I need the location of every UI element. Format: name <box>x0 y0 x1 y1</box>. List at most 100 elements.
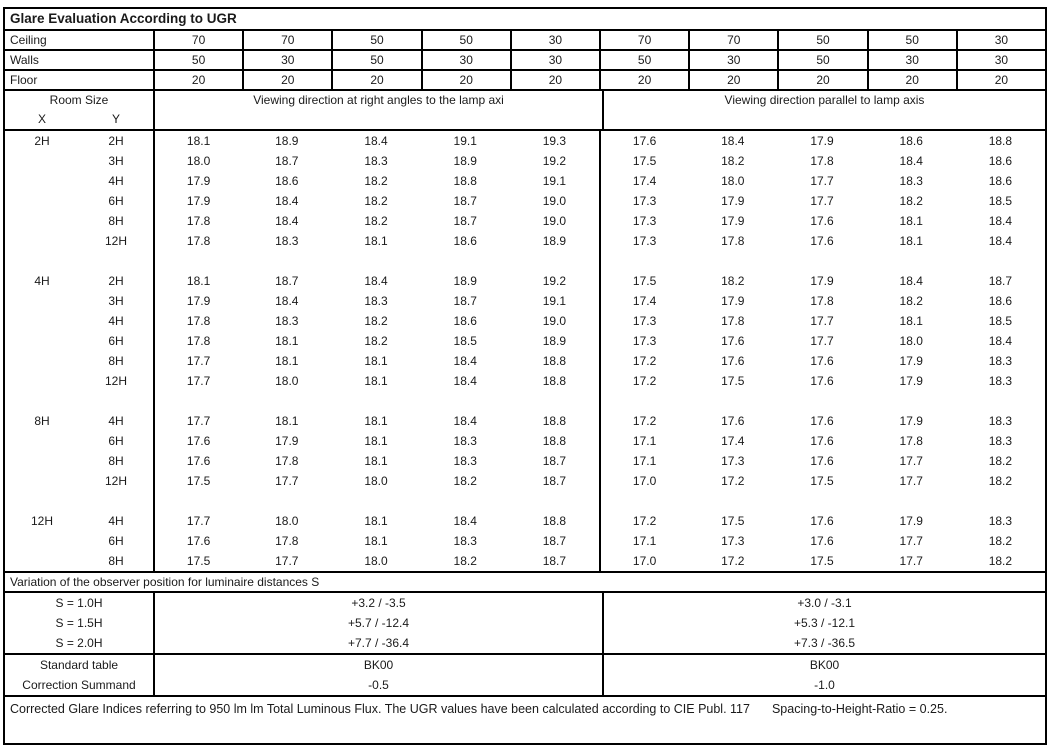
ugr-row: 8H 17.8 18.4 18.2 18.7 19.0 17.3 17.9 17.6 18.1 18… <box>5 211 1045 231</box>
ugr-value: 18.0 <box>275 374 299 388</box>
surface-value: 20 <box>420 71 510 89</box>
ugr-value: 18.4 <box>453 414 477 428</box>
variation-heading-row: Variation of the observer position for l… <box>5 573 1045 593</box>
ugr-value: 17.1 <box>598 431 688 451</box>
room-y-value: 12H <box>104 374 127 388</box>
spacer-cell <box>5 251 79 271</box>
ugr-row: 8H 17.5 17.7 18.0 18.2 18.7 17.0 17.2 17.5 17.7 18… <box>5 551 1045 571</box>
room-y-value: 12H <box>104 234 127 248</box>
room-x-value <box>5 171 79 191</box>
variation-label: S = 1.5H <box>55 616 103 630</box>
ugr-value: 18.4 <box>453 354 477 368</box>
ugr-value: 17.0 <box>598 471 688 491</box>
room-x-value <box>5 211 79 231</box>
room-x-value <box>5 451 79 471</box>
surface-value: 30 <box>688 51 777 69</box>
ugr-value: 17.2 <box>598 371 688 391</box>
surface-label: Floor <box>10 73 38 87</box>
room-y-value: 4H <box>108 174 124 188</box>
ugr-value: 18.8 <box>542 374 567 388</box>
ugr-value: 18.0 <box>899 334 923 348</box>
room-x-value <box>5 471 79 491</box>
ugr-value: 17.6 <box>810 434 834 448</box>
ugr-value: 18.4 <box>988 214 1013 228</box>
ugr-value: 17.2 <box>598 351 688 371</box>
ugr-value: 17.7 <box>810 194 834 208</box>
surface-value: 50 <box>777 51 866 69</box>
ugr-value: 17.6 <box>810 234 834 248</box>
ugr-value: 18.4 <box>275 294 299 308</box>
ugr-value: 19.1 <box>453 134 477 148</box>
ugr-value: 18.0 <box>364 554 388 568</box>
room-x-value <box>5 231 79 251</box>
ugr-value: 17.3 <box>598 211 688 231</box>
ugr-row: 6H 17.8 18.1 18.2 18.5 18.9 17.3 17.6 17.7 18.0 18… <box>5 331 1045 351</box>
ugr-value: 17.9 <box>810 274 834 288</box>
ugr-value: 18.1 <box>364 534 388 548</box>
variation-right-value: +7.3 / -36.5 <box>602 633 1045 653</box>
surface-value: 20 <box>866 71 956 89</box>
ugr-value: 18.7 <box>453 294 477 308</box>
ugr-value: 17.9 <box>153 171 242 191</box>
ugr-value: 17.6 <box>153 451 242 471</box>
spacer-cell <box>598 491 688 511</box>
ugr-value: 17.9 <box>899 414 923 428</box>
ugr-value: 18.3 <box>988 374 1013 388</box>
ugr-value: 17.6 <box>810 514 834 528</box>
variation-row: S = 2.0H +7.7 / -36.4 +7.3 / -36.5 <box>5 633 1045 653</box>
summary-row: Standard table BK00 BK00 <box>5 655 1045 675</box>
ugr-value: 18.1 <box>275 334 299 348</box>
ugr-value: 17.2 <box>598 411 688 431</box>
room-y-value: 8H <box>108 354 124 368</box>
spacer-cell <box>867 491 956 511</box>
ugr-row: 3H 17.9 18.4 18.3 18.7 19.1 17.4 17.9 17.8 18.2 18… <box>5 291 1045 311</box>
ugr-value: 17.8 <box>899 434 923 448</box>
ugr-row: 12H 4H 17.7 18.0 18.1 18.4 18.8 17.2 17.5 17.6 17.… <box>5 511 1045 531</box>
ugr-value: 18.1 <box>275 354 299 368</box>
ugr-value: 17.9 <box>721 194 745 208</box>
ugr-row: 8H 17.7 18.1 18.1 18.4 18.8 17.2 17.6 17.6 17.9 18… <box>5 351 1045 371</box>
summary-label: Correction Summand <box>22 678 136 692</box>
ugr-row: 4H 17.8 18.3 18.2 18.6 19.0 17.3 17.8 17.7 18.1 18… <box>5 311 1045 331</box>
ugr-value: 17.6 <box>721 354 745 368</box>
x-axis-label: X <box>37 112 46 126</box>
ugr-value: 17.7 <box>153 511 242 531</box>
ugr-value: 17.6 <box>810 214 834 228</box>
ugr-value: 19.1 <box>542 294 567 308</box>
ugr-value: 17.5 <box>721 374 745 388</box>
ugr-value: 18.3 <box>453 454 477 468</box>
ugr-value: 17.5 <box>810 474 834 488</box>
ugr-value: 18.0 <box>721 174 745 188</box>
surface-value: 50 <box>331 51 420 69</box>
ugr-value: 18.5 <box>988 194 1013 208</box>
ugr-value: 17.9 <box>899 354 923 368</box>
ugr-value: 17.4 <box>721 434 745 448</box>
spacer-row <box>5 491 1045 511</box>
ugr-value: 17.3 <box>721 534 745 548</box>
ugr-value: 18.0 <box>364 474 388 488</box>
room-x-value <box>5 551 79 571</box>
ugr-value: 18.2 <box>988 454 1013 468</box>
spacer-cell <box>242 491 331 511</box>
viewing-direction-right-angles-header: Viewing direction at right angles to the… <box>153 91 602 129</box>
surface-value: 50 <box>420 31 510 49</box>
ugr-value: 18.6 <box>453 234 477 248</box>
surface-value: 70 <box>153 31 242 49</box>
ugr-value: 17.7 <box>275 554 299 568</box>
surface-reflectance-section: Ceiling 70 70 50 50 30 70 70 50 50 30 Walls 50 30 50 30… <box>5 31 1045 91</box>
ugr-value: 17.1 <box>598 531 688 551</box>
room-y-value: 2H <box>108 134 124 148</box>
ugr-value: 17.3 <box>598 331 688 351</box>
ugr-value: 18.9 <box>453 154 477 168</box>
ugr-value: 18.3 <box>899 174 923 188</box>
summary-label: Standard table <box>39 658 119 672</box>
ugr-value: 18.6 <box>899 134 923 148</box>
ugr-value: 18.8 <box>988 134 1013 148</box>
room-x-value <box>5 351 79 371</box>
ugr-value: 17.8 <box>810 294 834 308</box>
ugr-value: 17.9 <box>810 134 834 148</box>
surface-value: 50 <box>777 31 866 49</box>
variation-right-value: +3.0 / -3.1 <box>602 593 1045 613</box>
ugr-value: 17.6 <box>810 354 834 368</box>
footer-note: Corrected Glare Indices referring to 950… <box>5 697 1045 743</box>
